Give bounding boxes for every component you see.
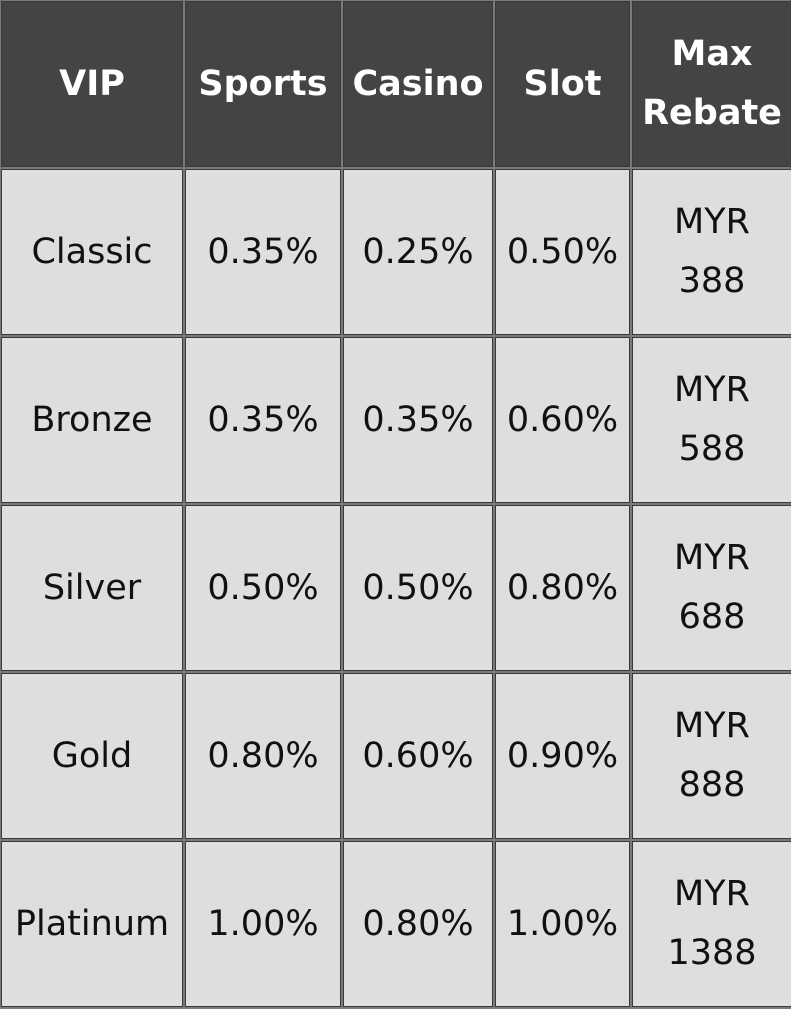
header-vip: VIP bbox=[1, 1, 183, 167]
table-row: Gold 0.80% 0.60% 0.90% MYR 888 bbox=[1, 673, 791, 839]
table-row: Bronze 0.35% 0.35% 0.60% MYR 588 bbox=[1, 337, 791, 503]
max-rebate-cell: MYR 588 bbox=[632, 337, 791, 503]
casino-rebate-cell: 0.50% bbox=[343, 505, 493, 671]
vip-level-cell: Platinum bbox=[1, 841, 183, 1007]
slot-rebate-cell: 0.60% bbox=[495, 337, 630, 503]
sports-rebate-cell: 0.50% bbox=[185, 505, 341, 671]
casino-rebate-cell: 0.60% bbox=[343, 673, 493, 839]
sports-rebate-cell: 1.00% bbox=[185, 841, 341, 1007]
sports-rebate-cell: 0.80% bbox=[185, 673, 341, 839]
slot-rebate-cell: 0.90% bbox=[495, 673, 630, 839]
casino-rebate-cell: 0.25% bbox=[343, 169, 493, 335]
max-rebate-cell: MYR 1388 bbox=[632, 841, 791, 1007]
vip-level-cell: Bronze bbox=[1, 337, 183, 503]
slot-rebate-cell: 1.00% bbox=[495, 841, 630, 1007]
table-row: Silver 0.50% 0.50% 0.80% MYR 688 bbox=[1, 505, 791, 671]
vip-level-cell: Classic bbox=[1, 169, 183, 335]
vip-level-cell: Gold bbox=[1, 673, 183, 839]
header-casino: Casino bbox=[343, 1, 493, 167]
slot-rebate-cell: 0.80% bbox=[495, 505, 630, 671]
table-row: Classic 0.35% 0.25% 0.50% MYR 388 bbox=[1, 169, 791, 335]
max-rebate-cell: MYR 688 bbox=[632, 505, 791, 671]
sports-rebate-cell: 0.35% bbox=[185, 337, 341, 503]
table-row: Platinum 1.00% 0.80% 1.00% MYR 1388 bbox=[1, 841, 791, 1007]
casino-rebate-cell: 0.35% bbox=[343, 337, 493, 503]
sports-rebate-cell: 0.35% bbox=[185, 169, 341, 335]
slot-rebate-cell: 0.50% bbox=[495, 169, 630, 335]
casino-rebate-cell: 0.80% bbox=[343, 841, 493, 1007]
max-rebate-cell: MYR 388 bbox=[632, 169, 791, 335]
max-rebate-cell: MYR 888 bbox=[632, 673, 791, 839]
header-sports: Sports bbox=[185, 1, 341, 167]
header-max-rebate: Max Rebate bbox=[632, 1, 791, 167]
header-slot: Slot bbox=[495, 1, 630, 167]
header-row: VIP Sports Casino Slot Max Rebate bbox=[1, 1, 791, 167]
vip-level-cell: Silver bbox=[1, 505, 183, 671]
